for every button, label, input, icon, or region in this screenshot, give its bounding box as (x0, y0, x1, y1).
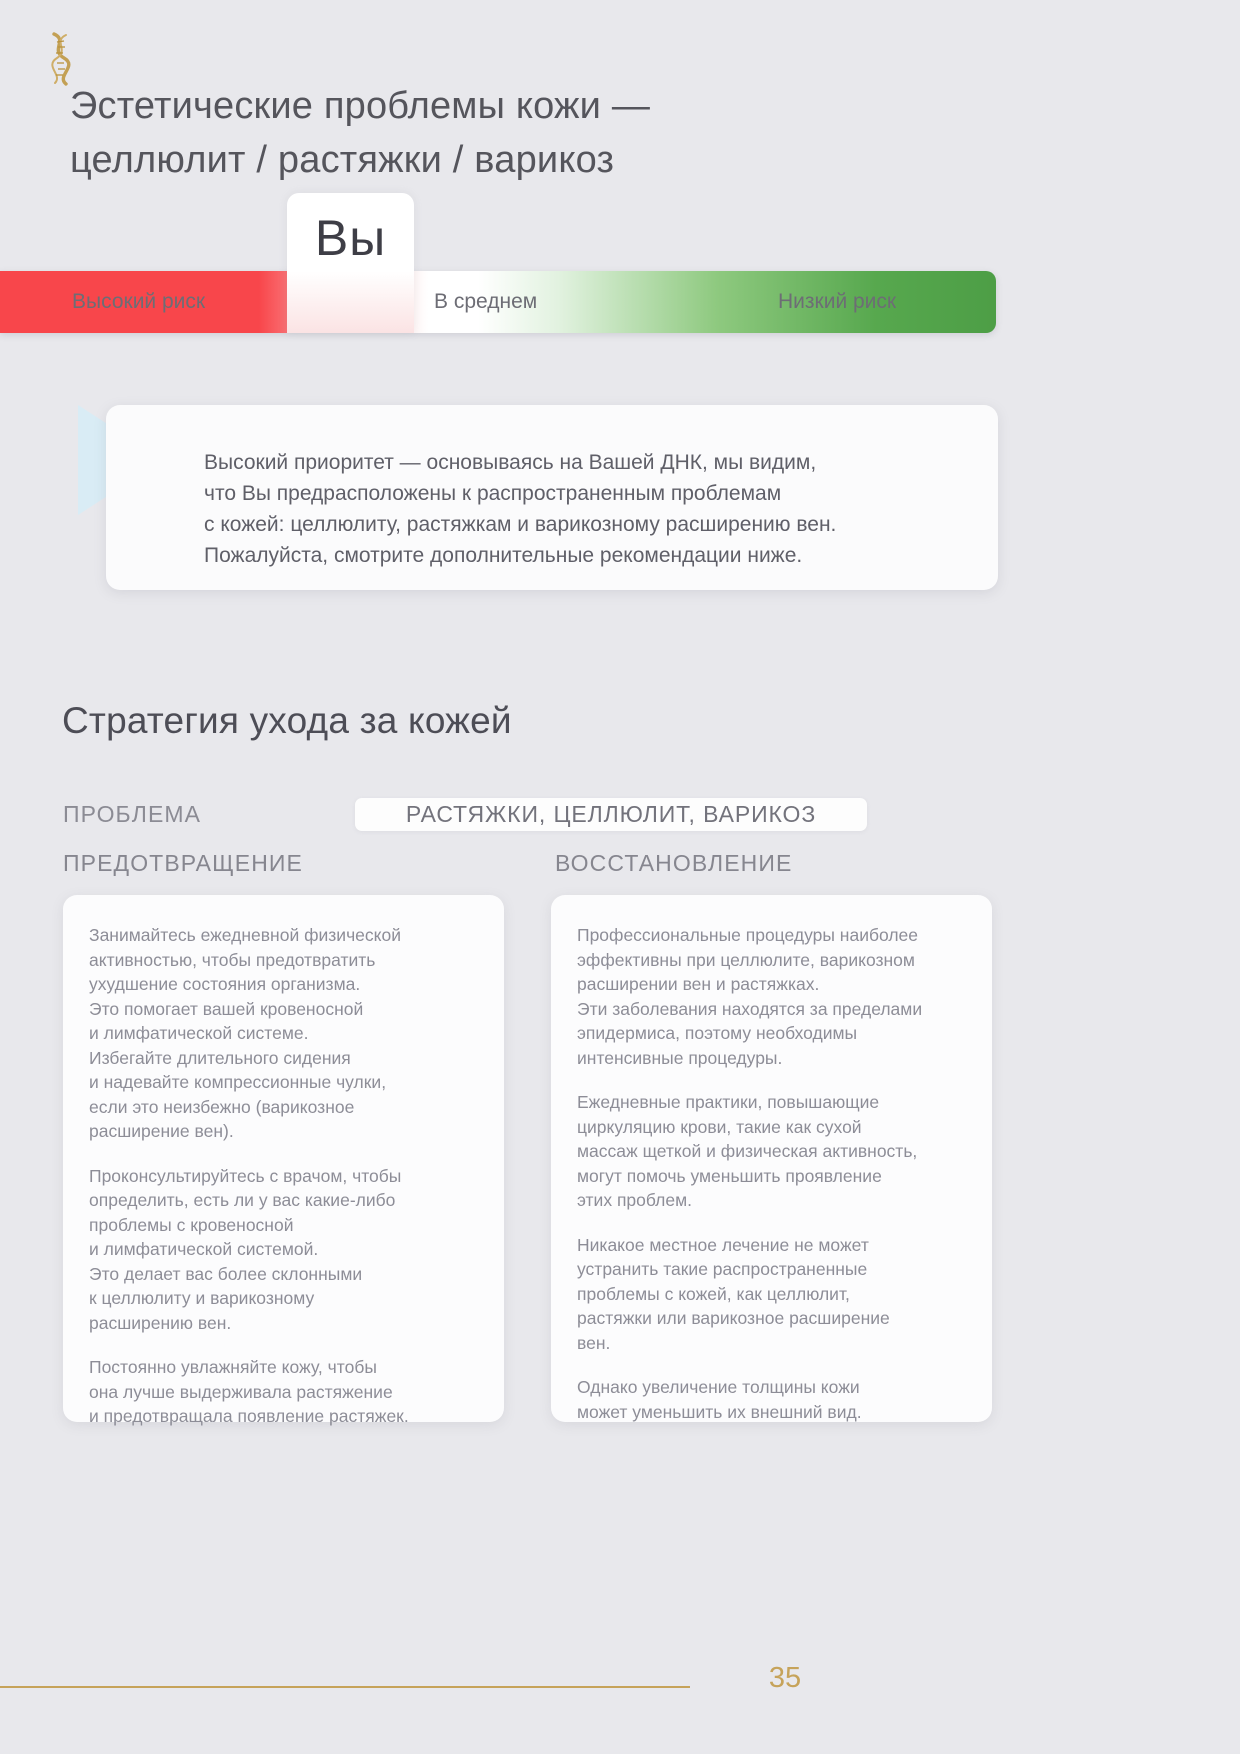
callout-text: Высокий приоритет — основываясь на Вашей… (204, 451, 837, 567)
recovery-paragraph-2: Ежедневные практики, повышающие циркуляц… (577, 1092, 918, 1210)
you-marker: Вы (287, 193, 414, 333)
prevention-card: Занимайтесь ежедневной физической активн… (63, 895, 504, 1426)
page-title: Эстетические проблемы кожи — целлюлит / … (70, 80, 970, 188)
column-heading-recovery: ВОССТАНОВЛЕНИЕ (555, 850, 793, 876)
you-marker-label: Вы (314, 210, 387, 266)
prevention-paragraph-2: Проконсультируйтесь с врачом, чтобы опре… (89, 1165, 402, 1333)
page-number: 35 (768, 1662, 802, 1694)
prevention-card-body: Занимайтесь ежедневной физической активн… (89, 923, 488, 1429)
recovery-card: Профессиональные процедуры наиболее эффе… (551, 895, 992, 1422)
recovery-card-body: Профессиональные процедуры наиболее эффе… (577, 923, 976, 1424)
callout-card (106, 405, 998, 590)
problem-value-pill: РАСТЯЖКИ, ЦЕЛЛЮЛИТ, ВАРИКОЗ (355, 798, 867, 831)
problem-value-text: РАСТЯЖКИ, ЦЕЛЛЮЛИТ, ВАРИКОЗ (405, 801, 817, 827)
page-title-line-1: Эстетические проблемы кожи — (70, 85, 651, 127)
risk-label-low: Низкий риск (778, 290, 897, 313)
risk-label-mid: В среднем (434, 290, 538, 313)
footer-rule (0, 1686, 690, 1688)
recovery-paragraph-4: Однако увеличение толщины кожи может уме… (577, 1377, 862, 1422)
page-title-line-2: целлюлит / растяжки / варикоз (70, 138, 615, 181)
dna-helix-icon (38, 28, 82, 90)
risk-scale-bar: Высокий риск В среднем Низкий риск (0, 271, 996, 333)
column-heading-prevention: ПРЕДОТВРАЩЕНИЕ (63, 850, 303, 876)
risk-label-high: Высокий риск (72, 290, 206, 313)
prevention-paragraph-3: Постоянно увлажняйте кожу, чтобы она луч… (89, 1357, 409, 1426)
section-title-strategy: Стратегия ухода за кожей (62, 700, 512, 741)
recovery-paragraph-3: Никакое местное лечение не может устрани… (577, 1234, 890, 1353)
problem-label: ПРОБЛЕМА (63, 801, 202, 827)
priority-callout: Высокий приоритет — основываясь на Вашей… (78, 400, 998, 595)
prevention-paragraph-1: Занимайтесь ежедневной физической активн… (89, 925, 402, 1141)
recovery-paragraph-1: Профессиональные процедуры наиболее эффе… (577, 925, 923, 1068)
